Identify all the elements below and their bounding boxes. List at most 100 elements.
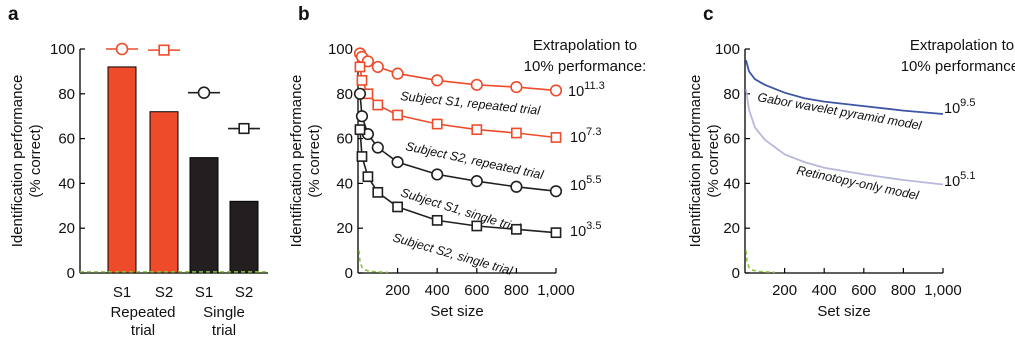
b-extrapolation-exponent: 5.5 <box>586 174 601 186</box>
b-extrapolation-base: 10 <box>568 84 584 100</box>
b-extrapolation-value: 1011.3 <box>568 80 605 100</box>
b-data-point <box>371 141 384 154</box>
c-y-tick-label: 100 <box>715 41 740 58</box>
a-marker-circle <box>197 86 211 99</box>
c-series-line <box>745 59 944 115</box>
b-data-point <box>356 151 368 162</box>
c-extrapolation-value: 109.5 <box>944 97 975 117</box>
b-data-point <box>510 80 523 94</box>
c-y-tick-label: 20 <box>723 220 740 237</box>
a-marker-square <box>238 122 250 135</box>
b-y-tick-label: 0 <box>345 265 353 282</box>
panel-label-b: b <box>298 4 310 25</box>
a-group-label: trial <box>131 322 155 339</box>
a-bar <box>189 157 219 274</box>
b-data-point <box>355 110 369 123</box>
a-group-label: Repeated <box>110 304 175 321</box>
c-series-label: Gabor wavelet pyramid model <box>756 90 923 133</box>
c-y-axis-label-line: (% correct) <box>705 124 722 197</box>
b-y-tick-label: 80 <box>336 86 353 103</box>
panel-label-a: a <box>8 4 19 25</box>
b-data-point <box>391 156 404 169</box>
a-y-axis-label-line: (% correct) <box>27 124 44 197</box>
c-chance-curve <box>745 250 775 274</box>
c-extrapolation-base: 10 <box>944 101 960 117</box>
b-data-point <box>510 180 523 193</box>
b-data-point <box>362 171 374 183</box>
b-data-point <box>356 74 368 86</box>
a-y-tick-label: 40 <box>58 175 75 192</box>
c-y-tick-label: 80 <box>723 86 740 103</box>
b-data-point <box>471 220 483 232</box>
b-data-point <box>549 84 563 97</box>
b-extrapolation-value: 105.5 <box>570 174 601 194</box>
b-data-point <box>372 186 384 198</box>
a-y-tick-label: 60 <box>58 131 75 148</box>
b-x-tick-label: 600 <box>464 282 489 299</box>
b-extrapolation-exponent: 7.3 <box>586 126 601 138</box>
b-data-point <box>431 214 443 226</box>
a-y-axis-label-line: Identification performance <box>9 75 26 248</box>
b-data-point <box>470 175 483 188</box>
a-category-label: S2 <box>155 284 173 301</box>
c-y-tick-label: 0 <box>732 265 740 282</box>
b-data-point <box>354 61 366 73</box>
b-data-point <box>431 118 443 130</box>
b-extrapolation-base: 10 <box>570 224 586 240</box>
c-x-tick-label: 600 <box>851 282 876 299</box>
b-data-point <box>371 60 384 74</box>
b-data-point <box>354 124 366 136</box>
b-series-label: Subject S2, single trial <box>391 230 515 278</box>
b-extrapolation-exponent: 3.5 <box>586 220 601 232</box>
b-data-point <box>550 227 562 239</box>
b-extrapolation-value: 107.3 <box>570 126 601 146</box>
a-group-label: Single <box>203 304 245 321</box>
b-data-point <box>372 99 384 111</box>
a-bar <box>107 66 137 274</box>
c-x-axis-label: Set size <box>817 303 870 320</box>
b-data-point <box>392 201 403 213</box>
b-y-axis-label-line: Identification performance <box>288 75 305 248</box>
b-chance-curve <box>358 250 388 274</box>
a-y-tick-label: 0 <box>67 265 75 282</box>
b-y-tick-label: 20 <box>336 220 353 237</box>
a-y-axis-label: Identification performance(% correct) <box>9 75 44 248</box>
b-data-point <box>549 185 563 198</box>
c-y-axis-label-line: Identification performance <box>687 75 704 248</box>
a-category-label: S2 <box>235 284 253 301</box>
c-extrapolation-exponent: 5.1 <box>960 170 975 182</box>
c-extrapolation-title: 10% performance: <box>901 58 1015 75</box>
c-x-tick-label: 1,000 <box>924 282 962 299</box>
panel-b-line-chart: 0 20 40 60 80 100 Identification performance(%… <box>288 37 646 320</box>
a-marker-square <box>158 44 170 56</box>
a-y-tick-label: 20 <box>58 220 75 237</box>
b-extrapolation-base: 10 <box>570 130 586 146</box>
a-bar <box>229 200 259 274</box>
b-data-point <box>431 74 444 87</box>
b-data-point <box>391 67 404 80</box>
c-x-tick-label: 400 <box>812 282 837 299</box>
b-data-point <box>510 223 522 235</box>
a-bar <box>149 111 179 274</box>
a-marker-circle <box>115 42 129 56</box>
a-y-tick-label: 100 <box>50 41 75 58</box>
b-data-point <box>353 87 367 100</box>
b-extrapolation-title: 10% performance: <box>524 58 647 75</box>
b-x-tick-label: 1,000 <box>537 282 575 299</box>
c-extrapolation-value: 105.1 <box>944 170 975 190</box>
b-extrapolation-title: Extrapolation to <box>533 37 637 54</box>
c-y-tick-label: 60 <box>723 131 740 148</box>
b-data-point <box>550 132 562 143</box>
b-extrapolation-value: 103.5 <box>570 220 601 240</box>
b-y-tick-label: 40 <box>336 175 353 192</box>
a-y-tick-label: 80 <box>58 86 75 103</box>
panel-c-line-chart: 0 20 40 60 80 100 Identification performance(%… <box>687 37 1015 320</box>
panel-a-bar-chart: 0 20 40 60 80 100 Identification performance(%… <box>9 41 268 339</box>
a-group-label: trial <box>212 322 236 339</box>
c-x-tick-label: 200 <box>772 282 797 299</box>
b-data-point <box>470 78 483 91</box>
c-series-line <box>745 89 944 186</box>
b-y-axis-label: Identification performance(% correct) <box>288 75 323 248</box>
b-data-point <box>471 124 483 136</box>
